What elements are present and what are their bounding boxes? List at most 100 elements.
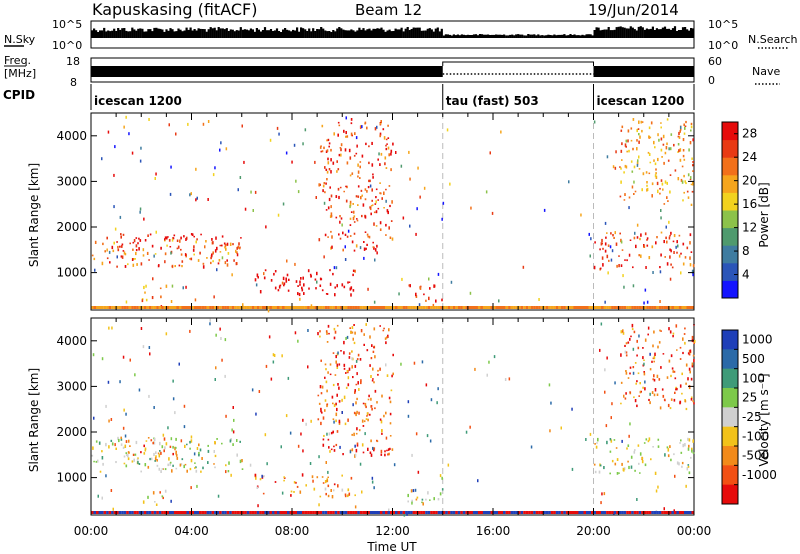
nsky-bar — [314, 31, 317, 38]
nsky-bar — [215, 30, 218, 38]
nsky-bar — [205, 31, 208, 38]
scatter-cell — [210, 257, 212, 260]
scatter-cell — [161, 445, 164, 449]
scatter-cell — [336, 393, 338, 397]
scatter-cell — [379, 134, 381, 138]
nsky-bar — [135, 30, 138, 38]
scatter-cell — [377, 199, 379, 201]
scatter-cell — [340, 143, 343, 147]
scatter-cell — [627, 341, 630, 344]
ground-scatter-cell — [244, 306, 247, 309]
scatter-cell — [155, 230, 157, 234]
scatter-cell — [356, 444, 359, 447]
scatter-cell — [409, 224, 411, 228]
nsky-bar — [400, 27, 403, 38]
scatter-cell — [636, 163, 639, 167]
scatter-cell — [179, 463, 182, 467]
velocity-colorbar-tick-label: 100 — [742, 371, 765, 385]
nsky-bar — [533, 34, 536, 38]
ground-scatter-cell — [163, 511, 167, 514]
scatter-cell — [180, 439, 183, 443]
scatter-cell — [114, 227, 117, 231]
scatter-cell — [674, 391, 676, 394]
scatter-cell — [331, 235, 333, 239]
scatter-cell — [628, 434, 630, 438]
ground-scatter-cell — [379, 511, 383, 514]
scatter-cell — [374, 407, 376, 410]
power-colorbar-cell — [722, 174, 738, 193]
scatter-cell — [97, 459, 99, 463]
power-colorbar-cell — [722, 262, 738, 281]
scatter-cell — [682, 242, 685, 246]
scatter-cell — [221, 442, 223, 445]
scatter-cell — [688, 353, 691, 356]
scatter-cell — [209, 318, 211, 322]
scatter-cell — [162, 496, 164, 500]
ground-scatter-cell — [96, 511, 99, 514]
scatter-cell — [230, 473, 232, 477]
scatter-cell — [155, 451, 157, 454]
scatter-cell — [621, 439, 623, 443]
scatter-cell — [375, 200, 377, 204]
scatter-cell — [388, 452, 390, 456]
ground-scatter-cell — [106, 511, 109, 514]
scatter-cell — [687, 447, 690, 451]
scatter-cell — [144, 449, 147, 452]
scatter-cell — [141, 298, 144, 300]
scatter-cell — [388, 508, 390, 512]
freq-label: Freq. — [4, 54, 31, 67]
scatter-cell — [163, 437, 166, 441]
scatter-cell — [326, 432, 328, 436]
scatter-cell — [286, 273, 289, 277]
scatter-cell — [638, 462, 640, 465]
scatter-cell — [355, 359, 358, 363]
scatter-cell — [196, 196, 198, 200]
ground-scatter-cell — [420, 511, 423, 514]
ground-scatter-cell — [412, 511, 416, 514]
scatter-cell — [373, 246, 375, 250]
ground-scatter-cell — [98, 511, 102, 514]
scatter-cell — [135, 237, 138, 239]
ground-scatter-cell — [482, 306, 486, 309]
scatter-cell — [325, 209, 328, 211]
scatter-cell — [135, 251, 137, 256]
scatter-cell — [389, 422, 392, 425]
nsky-bar — [384, 31, 387, 38]
scatter-cell — [318, 183, 320, 187]
scatter-cell — [229, 439, 232, 443]
ground-scatter-cell — [598, 511, 602, 514]
scatter-cell — [604, 249, 607, 253]
scatter-cell — [429, 439, 432, 443]
nsky-bar — [623, 27, 626, 38]
scatter-cell — [623, 171, 625, 174]
scatter-cell — [116, 265, 118, 268]
scatter-cell — [102, 242, 104, 246]
ground-scatter-cell — [254, 306, 257, 309]
scatter-cell — [270, 377, 273, 381]
scatter-cell — [299, 283, 301, 286]
scatter-cell — [408, 150, 410, 154]
scatter-cell — [259, 290, 262, 294]
nsky-bar — [456, 34, 459, 38]
scatter-cell — [345, 116, 347, 120]
scatter-cell — [629, 239, 632, 241]
scatter-cell — [354, 453, 357, 457]
nsky-bar — [482, 34, 486, 38]
scatter-cell — [608, 259, 610, 262]
ground-scatter-cell — [432, 511, 436, 514]
ground-scatter-cell — [304, 511, 308, 514]
ground-scatter-cell — [518, 306, 521, 309]
scatter-cell — [327, 476, 329, 479]
scatter-cell — [676, 240, 678, 244]
nsky-bar — [655, 28, 658, 38]
scatter-cell — [648, 153, 651, 156]
scatter-cell — [107, 130, 110, 134]
nsky-bar — [392, 31, 395, 38]
scatter-cell — [161, 495, 164, 498]
scatter-cell — [614, 381, 616, 385]
ytick-label: 1000 — [56, 471, 87, 485]
ground-scatter-cell — [166, 306, 169, 309]
ground-scatter-cell — [314, 306, 318, 309]
scatter-cell — [311, 475, 314, 479]
ground-scatter-cell — [224, 306, 227, 309]
